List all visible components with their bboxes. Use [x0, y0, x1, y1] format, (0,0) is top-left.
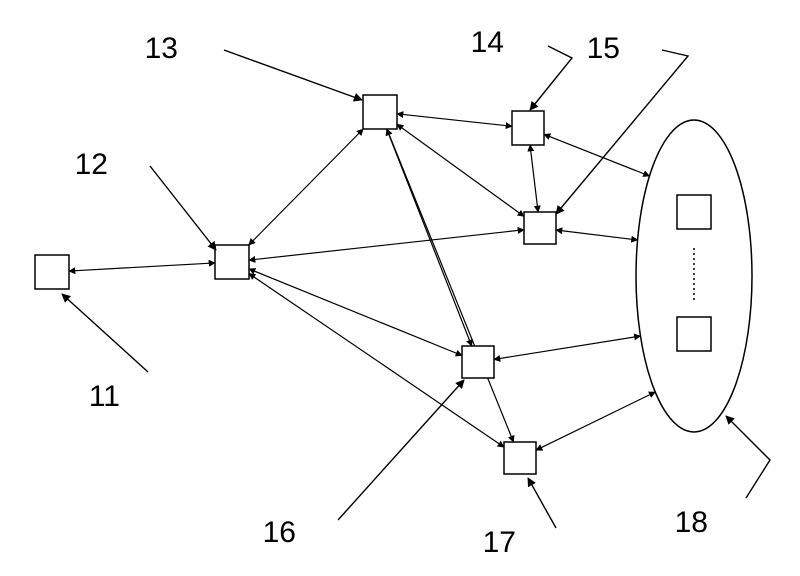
label-n15: 15	[587, 32, 620, 65]
edge-n12-n15	[249, 230, 524, 260]
leader-n15	[556, 50, 688, 214]
leader-n17	[528, 478, 556, 528]
node-n11	[35, 255, 69, 289]
label-n16: 16	[263, 516, 296, 549]
node-n16	[462, 346, 494, 378]
edges	[69, 114, 655, 450]
label-n18: 18	[675, 506, 708, 539]
node-n18a	[677, 195, 711, 229]
edge-n11-n12	[69, 263, 215, 271]
leader-n13	[224, 50, 362, 100]
node-n13	[363, 95, 397, 129]
leader-n18	[726, 416, 770, 498]
label-n14: 14	[471, 26, 504, 59]
leader-n12	[150, 166, 216, 250]
group-18	[636, 120, 752, 432]
node-n15	[524, 212, 556, 244]
network-diagram: 11 12 13 14 15 16 17 18	[0, 0, 800, 576]
edge-n17-group18	[536, 392, 655, 450]
label-n17: 17	[483, 526, 516, 559]
leader-n11	[62, 294, 148, 372]
node-n17	[504, 442, 536, 474]
label-n11: 11	[89, 380, 120, 413]
edge-n14-group18	[544, 134, 649, 176]
edge-n15-group18	[556, 230, 638, 240]
edge-n13-n14	[397, 114, 512, 126]
label-n12: 12	[75, 148, 108, 181]
edge-n16-group18	[494, 336, 640, 359]
labels: 11 12 13 14 15 16 17 18	[62, 26, 770, 559]
edge-n12-n16	[249, 269, 462, 356]
node-n18b	[677, 317, 711, 351]
node-n12	[215, 245, 249, 279]
leader-n16	[338, 380, 464, 520]
nodes	[35, 95, 711, 474]
leader-n14	[530, 46, 572, 110]
edge-n14-n15	[530, 145, 538, 212]
node-n14	[512, 111, 544, 145]
edge-n12-n13	[249, 129, 363, 245]
label-n13: 13	[145, 32, 178, 65]
